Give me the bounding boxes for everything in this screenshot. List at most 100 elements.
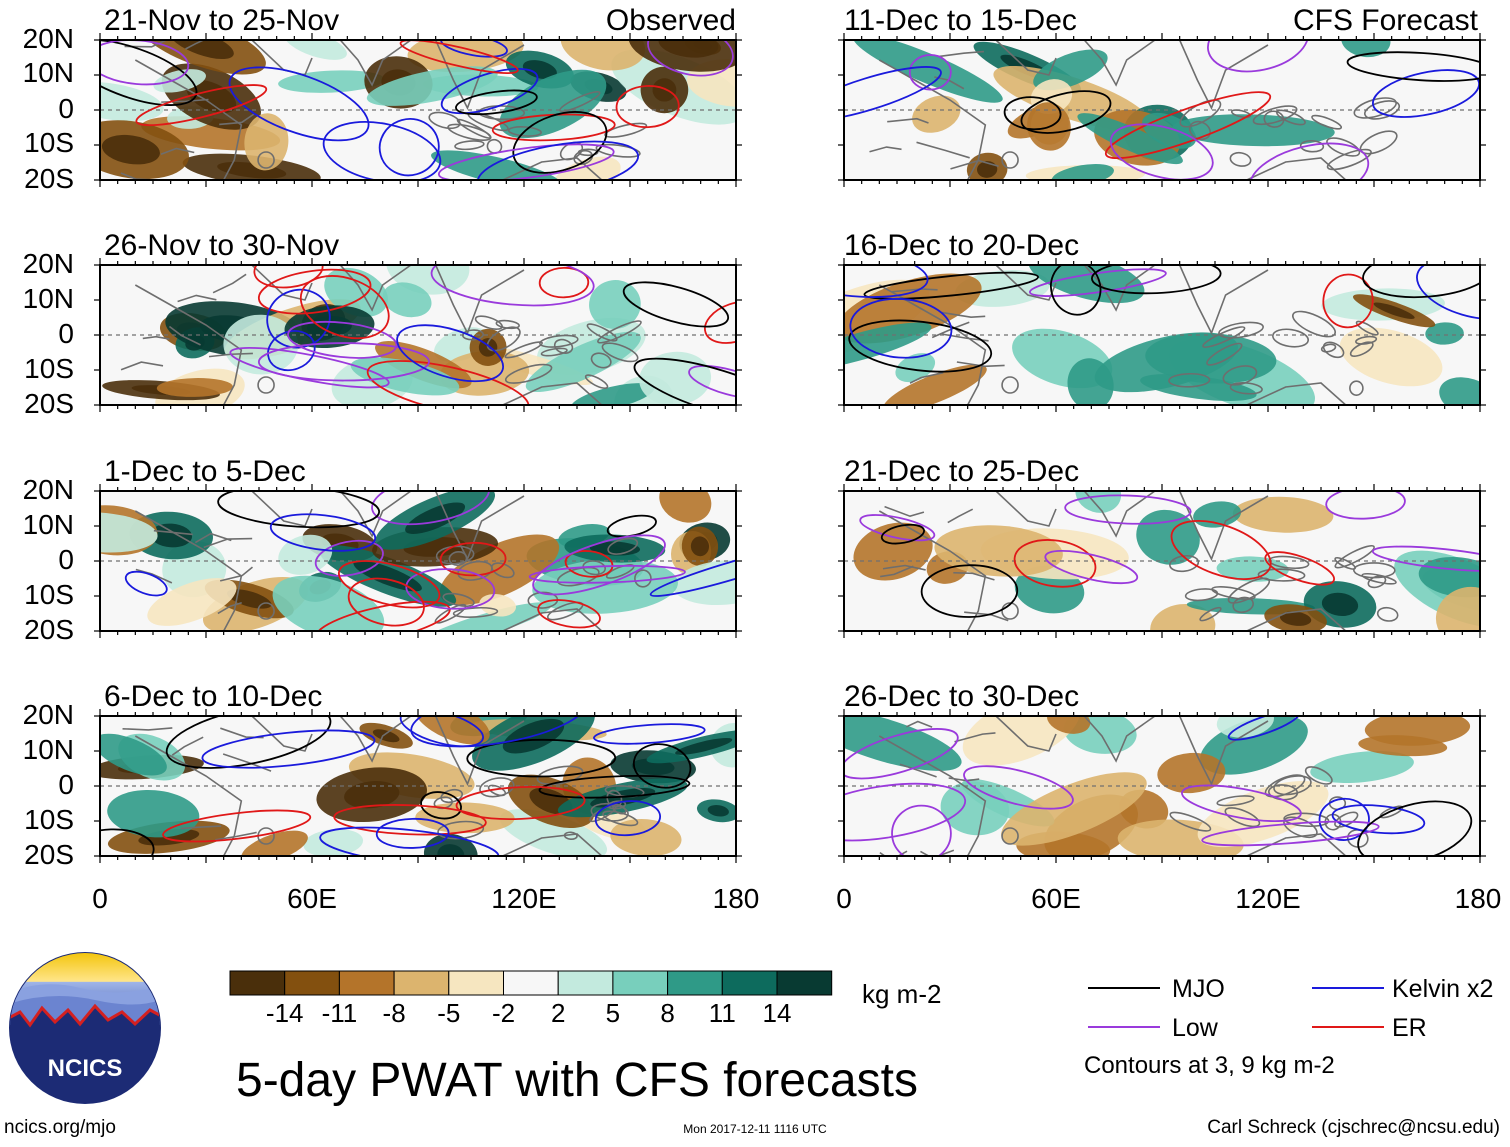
lat-label: 10N — [23, 57, 74, 88]
colorbar-swatch — [721, 970, 778, 996]
wave-contour — [1318, 797, 1370, 841]
wave-contour — [375, 817, 450, 849]
pwat-anomaly-blob — [1142, 112, 1197, 149]
pwat-anomaly-blob — [551, 156, 621, 180]
wave-contour — [476, 140, 640, 180]
wave-contour — [217, 491, 381, 529]
pwat-anomaly-blob — [610, 818, 682, 856]
pwat-anomaly-core — [372, 729, 400, 743]
pwat-anomaly-blob — [153, 69, 206, 93]
wave-contour — [908, 54, 952, 91]
wave-contour — [1357, 800, 1473, 856]
lat-label: 10N — [23, 734, 74, 765]
panel-obs-2-period: 26-Nov to 30-Nov — [104, 229, 339, 262]
wave-contour — [1013, 539, 1097, 588]
panel-obs-4-period: 6-Dec to 10-Dec — [104, 680, 322, 713]
wave-contour — [1331, 804, 1426, 835]
wave-contour — [333, 804, 487, 836]
colorbar-unit: kg m-2 — [862, 979, 941, 1009]
pwat-anomaly-blob — [499, 809, 608, 856]
pwat-anomaly-blob — [499, 69, 607, 139]
footer-credit: Carl Schreck (cjschrec@ncsu.edu) — [1207, 1117, 1500, 1138]
wave-contour — [322, 121, 442, 180]
wave-contour — [633, 357, 736, 405]
pwat-anomaly-core — [169, 40, 234, 60]
colorbar-swatch — [284, 970, 340, 996]
wave-contour — [1091, 265, 1222, 295]
ncics-logo: NCICS — [9, 952, 161, 1104]
wave-contour — [704, 300, 736, 344]
colorbar-tick-label: 2 — [551, 998, 565, 1028]
lon-label: 0 — [92, 883, 108, 914]
wave-contour — [844, 782, 967, 842]
pwat-anomaly-blob — [386, 265, 470, 295]
wave-contour — [863, 271, 1040, 300]
map-ticks — [838, 709, 1486, 863]
pwat-anomaly-core — [344, 781, 400, 809]
lon-label: 0 — [836, 883, 852, 914]
lat-label: 0 — [58, 544, 74, 575]
legend: MJO Kelvin x2 Low ER Contours at 3, 9 kg… — [1084, 975, 1493, 1079]
pwat-anomaly-blob — [1310, 751, 1414, 783]
lat-label: 10S — [24, 127, 74, 158]
panel-fc-1-period: 11-Dec to 15-Dec — [844, 4, 1077, 37]
pwat-anomaly-blob — [284, 40, 347, 60]
pwat-anomaly-blob — [853, 40, 1003, 103]
wave-contour — [430, 265, 595, 307]
map-panel-obs-1 — [94, 33, 742, 187]
wave-contour — [378, 118, 440, 177]
pwat-anomaly-blob — [844, 273, 982, 344]
lat-label: 20N — [23, 474, 74, 505]
colorbar: -14 -11 -8 -5 -2 2 5 8 11 14 — [229, 970, 833, 1028]
pwat-anomaly-blob — [844, 322, 932, 370]
lon-label: 120E — [1235, 883, 1300, 914]
observed-label: Observed — [606, 4, 736, 37]
wave-contour — [314, 539, 384, 577]
wave-contour — [396, 324, 505, 383]
pwat-anomaly-blob — [525, 331, 641, 393]
wave-contour — [229, 346, 390, 389]
wave-contour — [1003, 96, 1062, 131]
map-panel-fc-1 — [838, 33, 1486, 187]
wave-contour — [1044, 549, 1139, 585]
map-ticks — [94, 33, 742, 187]
pwat-anomaly-core — [658, 40, 719, 58]
wave-contour — [1362, 265, 1480, 299]
pwat-anomaly-blob — [1075, 491, 1122, 513]
pwat-anomaly-core — [690, 536, 710, 557]
lat-label: 20S — [24, 163, 74, 194]
wave-contour — [162, 809, 312, 843]
map-panel-obs-2 — [94, 258, 742, 412]
colorbar-swatch — [557, 970, 614, 996]
pwat-anomaly-blob — [1358, 735, 1448, 757]
wave-contour — [347, 577, 425, 627]
pwat-anomaly-blob — [883, 364, 987, 405]
pwat-anomaly-blob — [407, 40, 524, 73]
pwat-anomaly-blob — [1047, 716, 1091, 734]
wave-contour — [440, 40, 508, 58]
pwat-anomaly-core — [675, 737, 733, 755]
wave-contour — [615, 85, 680, 129]
colorbar-swatch — [612, 970, 669, 996]
wave-contour — [1346, 51, 1480, 82]
lon-label: 180 — [713, 883, 760, 914]
wave-contour — [1371, 545, 1480, 572]
coastlines — [878, 491, 1399, 631]
wave-contour — [319, 826, 500, 856]
wave-contour — [1020, 90, 1112, 134]
lat-label: 20S — [24, 388, 74, 419]
coastlines — [120, 265, 642, 405]
panel-fc-2-period: 16-Dec to 20-Dec — [844, 229, 1079, 262]
map-ticks — [94, 709, 742, 863]
pwat-anomaly-blob — [414, 602, 552, 631]
lat-label: 0 — [58, 93, 74, 124]
panel-obs-3-period: 1-Dec to 5-Dec — [104, 455, 306, 488]
wave-contour — [1227, 716, 1301, 741]
wave-contour — [594, 800, 662, 837]
lat-label: 10N — [23, 283, 74, 314]
wave-contour — [165, 716, 332, 769]
wave-contour — [1325, 491, 1406, 520]
wave-contour — [1372, 69, 1480, 118]
wave-contour — [124, 570, 168, 597]
colorbar-tick-label: -14 — [266, 998, 304, 1028]
